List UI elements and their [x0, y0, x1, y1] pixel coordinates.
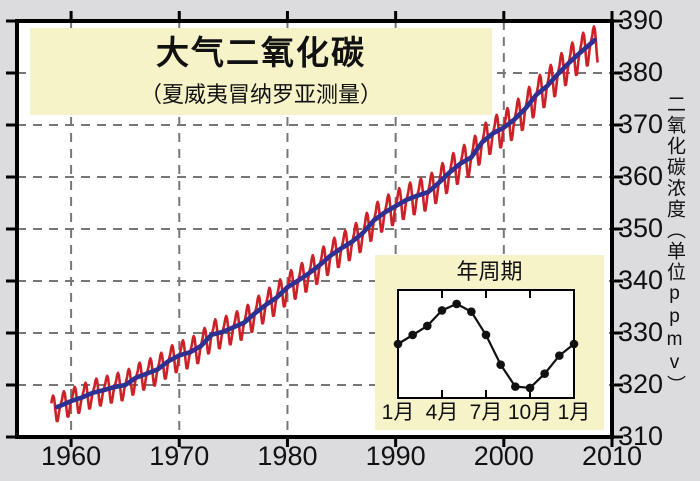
inset-month-label: 4月 [425, 401, 459, 424]
y-tick-label: 350 [618, 213, 664, 243]
y-tick-label: 320 [618, 369, 664, 399]
x-tick-label: 2010 [581, 441, 643, 471]
x-tick-label: 2000 [473, 441, 534, 471]
y-tick-label: 340 [618, 265, 664, 295]
y-tick-label: 390 [618, 5, 664, 35]
y-tick-label: 360 [618, 161, 664, 191]
x-tick-label: 1990 [365, 441, 426, 471]
x-tick-label: 1980 [257, 441, 318, 471]
y-tick-label: 380 [618, 57, 664, 87]
x-tick-label: 1960 [41, 441, 102, 471]
y-axis-label: 二氧化碳浓度（单位ppmv） [664, 94, 685, 396]
y-tick-label: 330 [618, 317, 664, 347]
x-tick-label: 1970 [149, 441, 210, 471]
inset-month-label: 1月 [381, 401, 415, 424]
chart-title: 大气二氧化碳 [156, 34, 366, 71]
y-tick-label: 370 [618, 109, 664, 139]
y-tick-label: 310 [618, 421, 664, 451]
inset-month-label: 1月 [557, 401, 591, 424]
chart-subtitle: （夏威夷冒纳罗亚测量） [139, 82, 382, 107]
inset-month-label: 10月 [507, 401, 553, 424]
inset-month-label: 7月 [469, 401, 503, 424]
inset-title: 年周期 [456, 259, 523, 284]
